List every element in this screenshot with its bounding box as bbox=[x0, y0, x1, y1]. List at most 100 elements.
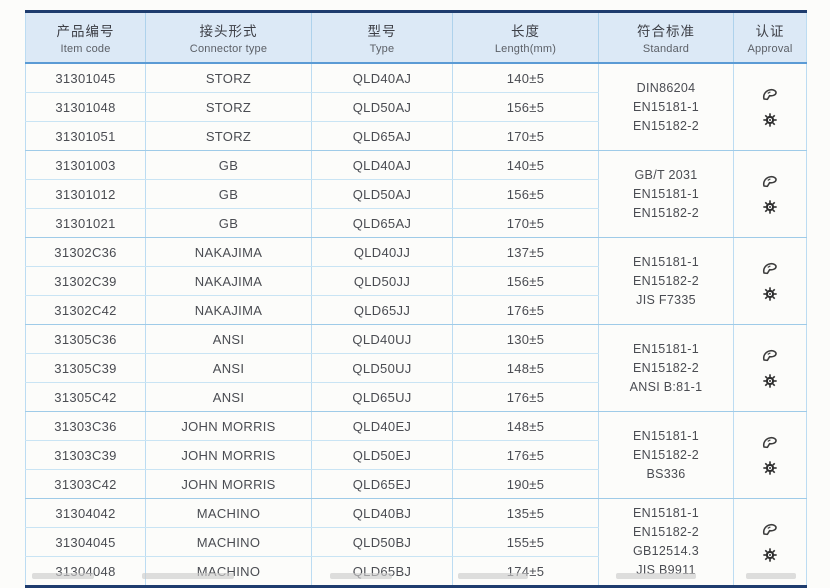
standards-cell: EN15181-1 EN15182-2 JIS F7335 bbox=[598, 237, 734, 325]
approval-cell bbox=[734, 499, 807, 587]
gear-badge-icon bbox=[762, 373, 778, 390]
connector-type-cell: JOHN MORRIS bbox=[145, 411, 312, 441]
table-row: 31302C36 NAKAJIMA QLD40JJ 137±5 EN15181-1 EN1… bbox=[25, 237, 807, 325]
type-cell: QLD65UJ bbox=[311, 382, 453, 412]
column-header-connector-type-zh: 接头形式 bbox=[199, 24, 258, 39]
connector-type-cell: NAKAJIMA bbox=[145, 266, 312, 296]
column-header-length: 长度 Length(mm) bbox=[452, 11, 599, 64]
connector-type-cell: ANSI bbox=[145, 353, 312, 383]
column-header-standard: 符合标准 Standard bbox=[598, 11, 734, 64]
table-row: 31303C42 JOHN MORRIS QLD65EJ 190±5 bbox=[25, 469, 807, 499]
column-header-connector-type: 接头形式 Connector type bbox=[145, 11, 312, 64]
standard-line: EN15182-2 bbox=[633, 118, 699, 133]
standard-line: EN15181-1 bbox=[633, 341, 699, 356]
connector-type-cell: MACHINO bbox=[145, 527, 312, 557]
length-cell: 190±5 bbox=[452, 469, 599, 499]
table-row: 31305C42 ANSI QLD65UJ 176±5 bbox=[25, 382, 807, 412]
type-cell: QLD65AJ bbox=[311, 121, 453, 151]
type-cell: QLD40EJ bbox=[311, 411, 453, 441]
item-code-cell: 31302C39 bbox=[25, 266, 146, 296]
standard-line: JIS F7335 bbox=[636, 292, 696, 307]
length-cell: 176±5 bbox=[452, 382, 599, 412]
connector-type-cell: JOHN MORRIS bbox=[145, 440, 312, 470]
type-cell: QLD40UJ bbox=[311, 324, 453, 354]
type-cell: QLD50EJ bbox=[311, 440, 453, 470]
table-row: 31303C36 JOHN MORRIS QLD40EJ 148±5 EN15181-1… bbox=[25, 411, 807, 499]
gear-badge-icon bbox=[762, 286, 778, 303]
approval-cell bbox=[733, 150, 807, 238]
item-code-cell: 31303C39 bbox=[25, 440, 146, 470]
standard-line: GB12514.3 bbox=[633, 544, 699, 558]
column-header-length-zh: 长度 bbox=[511, 24, 540, 39]
length-cell: 130±5 bbox=[452, 324, 599, 354]
approval-cell bbox=[733, 237, 807, 325]
item-code-cell: 31301045 bbox=[25, 63, 146, 93]
type-cell: QLD50JJ bbox=[311, 266, 453, 296]
standard-line: EN15181-1 bbox=[633, 506, 699, 520]
column-header-type: 型号 Type bbox=[311, 11, 453, 64]
type-cell: QLD65JJ bbox=[311, 295, 453, 325]
table-row: 31302C42 NAKAJIMA QLD65JJ 176±5 bbox=[25, 295, 807, 325]
column-header-approval: 认证 Approval bbox=[733, 11, 807, 64]
item-code-cell: 31301051 bbox=[25, 121, 146, 151]
table-row: 31301048 STORZ QLD50AJ 156±5 bbox=[25, 92, 807, 122]
length-cell: 176±5 bbox=[452, 295, 599, 325]
type-cell: QLD50AJ bbox=[311, 92, 453, 122]
table-header: 产品编号 Item code 接头形式 Connector type 型号 Ty… bbox=[25, 11, 807, 64]
connector-type-cell: GB bbox=[145, 150, 312, 180]
length-cell: 155±5 bbox=[452, 527, 599, 557]
standards-cell: EN15181-1 EN15182-2 ANSI B:81-1 bbox=[598, 324, 734, 412]
product-spec-table: 产品编号 Item code 接头形式 Connector type 型号 Ty… bbox=[25, 10, 807, 588]
type-cell: QLD40BJ bbox=[311, 498, 453, 528]
table-row: 31301003 GB QLD40AJ 140±5 GB/T 2031 EN15181-1… bbox=[25, 150, 807, 238]
table-row: 31301051 STORZ QLD65AJ 170±5 bbox=[25, 121, 807, 151]
length-cell: 176±5 bbox=[452, 440, 599, 470]
column-header-item-code-en: Item code bbox=[60, 43, 111, 55]
length-cell: 170±5 bbox=[452, 208, 599, 238]
item-code-cell: 31303C42 bbox=[25, 469, 146, 499]
connector-type-cell: STORZ bbox=[145, 63, 312, 93]
length-cell: 137±5 bbox=[452, 237, 599, 267]
table-row: 31303C39 JOHN MORRIS QLD50EJ 176±5 bbox=[25, 440, 807, 470]
table-row: 31302C39 NAKAJIMA QLD50JJ 156±5 bbox=[25, 266, 807, 296]
table-row: 31304045 MACHINO QLD50BJ 155±5 bbox=[25, 527, 807, 557]
table-row: 31301021 GB QLD65AJ 170±5 bbox=[25, 208, 807, 238]
connector-type-cell: ANSI bbox=[145, 382, 312, 412]
connector-type-cell: JOHN MORRIS bbox=[145, 469, 312, 499]
length-cell: 156±5 bbox=[452, 266, 599, 296]
length-cell: 140±5 bbox=[452, 150, 599, 180]
connector-type-cell: ANSI bbox=[145, 324, 312, 354]
gear-badge-icon bbox=[762, 460, 778, 477]
item-code-cell: 31305C36 bbox=[25, 324, 146, 354]
header-row: 产品编号 Item code 接头形式 Connector type 型号 Ty… bbox=[25, 11, 807, 64]
standard-line: BS336 bbox=[646, 466, 686, 481]
column-header-approval-en: Approval bbox=[747, 43, 793, 55]
item-code-cell: 31305C42 bbox=[25, 382, 146, 412]
length-cell: 156±5 bbox=[452, 179, 599, 209]
type-cell: QLD65EJ bbox=[311, 469, 453, 499]
column-header-connector-type-en: Connector type bbox=[189, 43, 268, 55]
column-header-standard-en: Standard bbox=[642, 43, 690, 55]
standard-line: EN15182-2 bbox=[633, 525, 699, 539]
stamp-logo-icon bbox=[761, 521, 779, 538]
stamp-logo-icon bbox=[761, 86, 779, 103]
standards-cell: EN15181-1 EN15182-2 BS336 bbox=[598, 411, 734, 499]
item-code-cell: 31301003 bbox=[25, 150, 146, 180]
standard-line: EN15182-2 bbox=[633, 273, 699, 288]
column-header-type-en: Type bbox=[369, 43, 395, 55]
gear-badge-icon bbox=[762, 199, 778, 216]
item-code-cell: 31301012 bbox=[25, 179, 146, 209]
standard-line: EN15181-1 bbox=[633, 428, 699, 443]
standard-line: DIN86204 bbox=[636, 80, 696, 95]
column-header-item-code: 产品编号 Item code bbox=[25, 11, 146, 64]
standard-line: GB/T 2031 bbox=[634, 167, 698, 182]
item-code-cell: 31302C36 bbox=[25, 237, 146, 267]
stamp-logo-icon bbox=[761, 173, 779, 190]
standard-line: EN15181-1 bbox=[633, 254, 699, 269]
type-cell: QLD65AJ bbox=[311, 208, 453, 238]
standard-line: EN15182-2 bbox=[633, 447, 699, 462]
item-code-cell: 31301021 bbox=[25, 208, 146, 238]
gear-badge-icon bbox=[762, 112, 778, 129]
table-row: 31301012 GB QLD50AJ 156±5 bbox=[25, 179, 807, 209]
item-code-cell: 31304042 bbox=[25, 498, 146, 528]
